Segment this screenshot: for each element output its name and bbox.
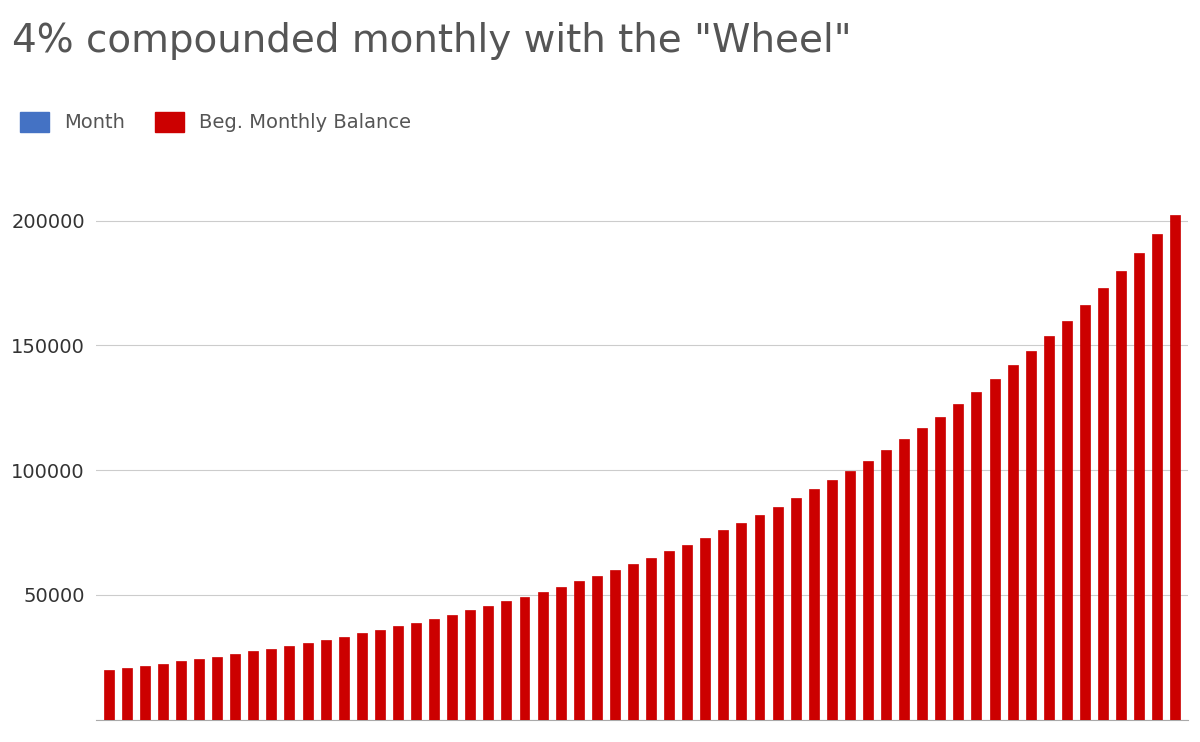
Bar: [1116, 271, 1126, 720]
Bar: [1080, 305, 1090, 720]
Bar: [1170, 215, 1181, 720]
Bar: [845, 470, 854, 720]
Bar: [248, 651, 258, 720]
Bar: [412, 623, 421, 720]
Bar: [755, 515, 764, 720]
Bar: [284, 646, 294, 720]
Bar: [302, 643, 312, 720]
Bar: [466, 611, 475, 720]
Bar: [176, 661, 186, 720]
Bar: [194, 659, 204, 720]
Bar: [374, 630, 385, 720]
Bar: [140, 666, 150, 720]
Bar: [791, 498, 800, 720]
Bar: [592, 576, 601, 720]
Bar: [538, 592, 547, 720]
Bar: [574, 581, 583, 720]
Bar: [1152, 234, 1163, 720]
Bar: [356, 634, 367, 720]
Bar: [520, 597, 529, 720]
Text: 4% compounded monthly with the "Wheel": 4% compounded monthly with the "Wheel": [12, 22, 852, 60]
Bar: [230, 654, 240, 720]
Bar: [954, 404, 964, 720]
Bar: [502, 602, 511, 720]
Bar: [158, 663, 168, 720]
Legend: Month, Beg. Monthly Balance: Month, Beg. Monthly Balance: [12, 104, 419, 140]
Bar: [863, 461, 872, 720]
Bar: [266, 649, 276, 720]
Bar: [1134, 253, 1144, 720]
Bar: [610, 570, 620, 720]
Bar: [430, 619, 439, 720]
Bar: [320, 640, 330, 720]
Bar: [899, 439, 910, 720]
Bar: [701, 538, 710, 720]
Bar: [392, 626, 403, 720]
Bar: [448, 614, 457, 720]
Bar: [646, 558, 656, 720]
Bar: [719, 531, 728, 720]
Bar: [1008, 365, 1018, 720]
Bar: [1026, 351, 1036, 720]
Bar: [881, 450, 892, 720]
Bar: [990, 378, 1000, 720]
Bar: [773, 507, 782, 720]
Bar: [683, 545, 692, 720]
Bar: [1062, 321, 1072, 720]
Bar: [212, 657, 222, 720]
Bar: [809, 489, 818, 720]
Bar: [737, 523, 746, 720]
Bar: [1098, 288, 1108, 720]
Bar: [338, 637, 349, 720]
Bar: [664, 551, 674, 720]
Bar: [935, 416, 946, 720]
Bar: [628, 564, 638, 720]
Bar: [827, 480, 836, 720]
Bar: [917, 428, 928, 720]
Bar: [484, 606, 493, 720]
Bar: [972, 392, 982, 720]
Bar: [1044, 336, 1054, 720]
Bar: [556, 587, 565, 720]
Bar: [121, 668, 132, 720]
Bar: [103, 670, 114, 720]
